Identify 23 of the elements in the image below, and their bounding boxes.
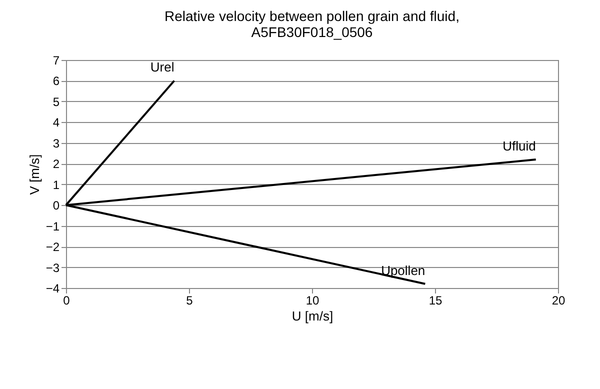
x-axis-title: U [m/s]: [292, 308, 334, 324]
y-tick-label: 7: [52, 54, 60, 68]
chart-title: Relative velocity between pollen grain and fluid, A5FB30F018_0506: [164, 8, 460, 40]
y-tick-label: 2: [52, 157, 60, 172]
y-tick-label: 1: [52, 178, 60, 192]
y-tick-label: −4: [46, 282, 60, 296]
y-tick-label: −1: [46, 219, 60, 234]
y-tick-label: 0: [52, 198, 60, 213]
x-tick-label: 0: [63, 294, 70, 308]
series-label: Ufluid: [502, 138, 536, 154]
y-tick-label: −2: [46, 240, 60, 254]
x-tick-label: 15: [428, 294, 442, 308]
y-tick-label: 5: [52, 94, 60, 109]
y-tick-label: 4: [52, 116, 60, 130]
y-tick-label: 6: [52, 74, 60, 88]
series-label: Urel: [150, 60, 174, 75]
x-tick-label: 20: [552, 294, 566, 308]
y-tick-label: 3: [52, 136, 60, 150]
y-axis-title: V [m/s]: [26, 154, 42, 195]
y-tick-label: −3: [46, 260, 60, 275]
series-label: Upollen: [381, 262, 426, 278]
x-tick-label: 10: [306, 294, 320, 308]
x-tick-label: 5: [186, 294, 194, 308]
